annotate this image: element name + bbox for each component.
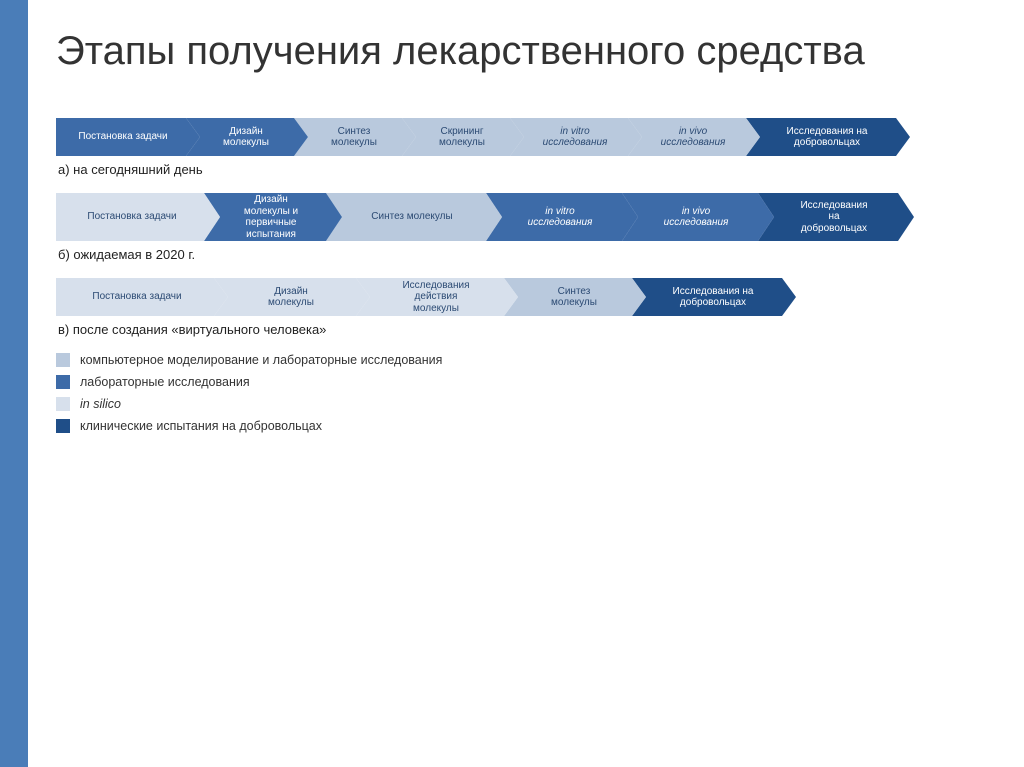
legend-swatch (56, 397, 70, 411)
process-step-label: Постановка задачи (87, 211, 176, 223)
process-step: Скринингмолекулы (402, 118, 510, 156)
process-step: Синтезмолекулы (294, 118, 402, 156)
legend-label: клинические испытания на добровольцах (80, 419, 322, 433)
chevron-point (758, 193, 774, 241)
chevron-point (632, 278, 646, 316)
process-step: Постановка задачи (56, 193, 204, 241)
process-step-label: in vivoисследования (664, 206, 729, 229)
chevron-point (204, 193, 220, 241)
chevron-point (214, 278, 228, 316)
row-caption-b: б) ожидаемая в 2020 г. (58, 247, 1006, 262)
legend-swatch (56, 353, 70, 367)
process-step-label: Дизайнмолекулы (223, 126, 269, 149)
process-row-c: Постановка задачи Дизайнмолекулы Исследова… (56, 278, 1006, 316)
chevron-point (186, 118, 200, 156)
process-step: Дизайнмолекулы (214, 278, 356, 316)
process-step: Исследованиянадобровольцах (758, 193, 898, 241)
chevron-point (402, 118, 416, 156)
legend-item: лабораторные исследования (56, 375, 1006, 389)
legend-item: компьютерное моделирование и лабораторны… (56, 353, 1006, 367)
chevron-point (628, 118, 642, 156)
process-row-a: Постановка задачи Дизайнмолекулы Синтезмол… (56, 118, 1006, 156)
process-step-label: Дизайнмолекулы (268, 286, 314, 309)
row-caption-c: в) после создания «виртуального человека… (58, 322, 1006, 337)
process-step-label: Синтезмолекулы (331, 126, 377, 149)
legend-label: in silico (80, 397, 121, 411)
chevron-point (326, 193, 342, 241)
process-step: in vivoисследования (622, 193, 758, 241)
page-title: Этапы получения лекарственного средства (28, 0, 1024, 74)
chevron-point (504, 278, 518, 316)
chevron-point (898, 193, 914, 241)
process-step-label: in vitroисследования (528, 206, 593, 229)
process-step-label: Синтезмолекулы (551, 286, 597, 309)
process-step-label: Дизайнмолекулы ипервичныеиспытания (244, 194, 298, 240)
process-step-label: Постановка задачи (78, 131, 167, 143)
process-step-label: Исследованиядействиямолекулы (402, 280, 469, 315)
process-row-b: Постановка задачи Дизайнмолекулы ипервичн… (56, 193, 1006, 241)
process-step: Дизайнмолекулы (186, 118, 294, 156)
process-step-label: Исследования надобровольцах (787, 126, 868, 149)
process-step-label: Постановка задачи (92, 291, 181, 303)
process-step-label: Скринингмолекулы (439, 126, 485, 149)
process-step-label: Исследованиянадобровольцах (800, 200, 867, 235)
process-step-label: in vivoисследования (661, 126, 726, 149)
process-step: in vitroисследования (510, 118, 628, 156)
chevron-point (356, 278, 370, 316)
legend: компьютерное моделирование и лабораторны… (56, 353, 1006, 433)
legend-label: компьютерное моделирование и лабораторны… (80, 353, 442, 367)
legend-label: лабораторные исследования (80, 375, 250, 389)
chevron-point (294, 118, 308, 156)
process-step-label: in vitroисследования (543, 126, 608, 149)
process-step: Синтезмолекулы (504, 278, 632, 316)
process-step: in vivoисследования (628, 118, 746, 156)
chevron-point (782, 278, 796, 316)
process-step: Постановка задачи (56, 118, 186, 156)
chevron-point (622, 193, 638, 241)
row-caption-a: а) на сегодняшний день (58, 162, 1006, 177)
chevron-point (510, 118, 524, 156)
process-step-label: Синтез молекулы (371, 211, 452, 223)
process-step: in vitroисследования (486, 193, 622, 241)
process-step-label: Исследования надобровольцах (673, 286, 754, 309)
legend-swatch (56, 375, 70, 389)
process-diagram: Постановка задачи Дизайнмолекулы Синтезмол… (28, 74, 1024, 433)
legend-swatch (56, 419, 70, 433)
legend-item: in silico (56, 397, 1006, 411)
process-step: Исследования надобровольцах (632, 278, 782, 316)
legend-item: клинические испытания на добровольцах (56, 419, 1006, 433)
process-step: Исследования надобровольцах (746, 118, 896, 156)
chevron-point (746, 118, 760, 156)
process-step: Дизайнмолекулы ипервичныеиспытания (204, 193, 326, 241)
chevron-point (896, 118, 910, 156)
process-step: Синтез молекулы (326, 193, 486, 241)
process-step: Исследованиядействиямолекулы (356, 278, 504, 316)
chevron-point (486, 193, 502, 241)
process-step: Постановка задачи (56, 278, 214, 316)
